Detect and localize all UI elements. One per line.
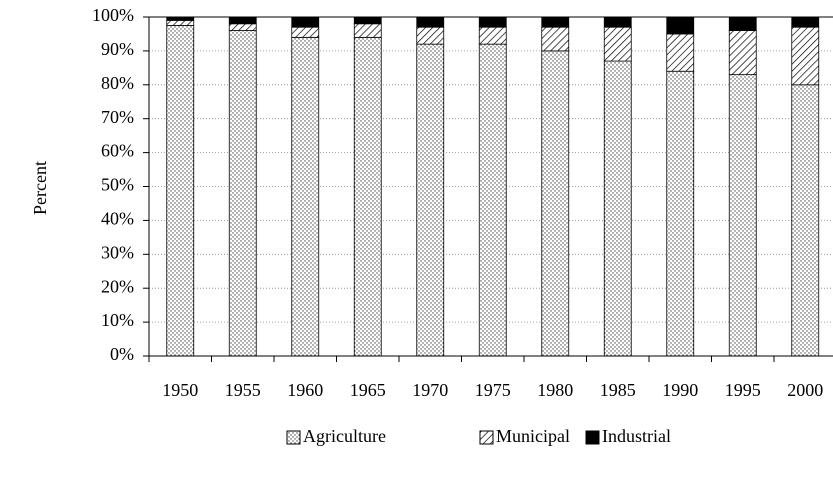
bar-segment [603,60,632,357]
bar-segment [416,26,445,45]
y-tick-label: 70% [101,107,134,127]
bar-segment [666,33,695,72]
x-tick-label: 1970 [412,380,448,400]
bar-segment [728,74,757,357]
y-tick-label: 20% [101,276,134,296]
legend-swatch [585,430,600,445]
y-tick-label: 10% [101,310,134,330]
bar-segment [291,16,320,28]
bar-segment [228,30,257,357]
bar-segment [291,26,320,38]
y-tick-label: 60% [101,141,134,161]
x-tick-label: 1995 [725,380,761,400]
bar-segment [353,36,382,357]
bar-segment [728,16,757,31]
y-axis-label: Percent [30,161,50,215]
bar-segment [541,26,570,52]
y-tick-label: 80% [101,73,134,93]
x-tick-label: 1965 [350,380,386,400]
bar-segment [166,25,195,357]
x-tick-label: 1980 [537,380,573,400]
legend-swatch [479,430,494,445]
legend-label: Municipal [496,426,570,446]
x-tick-label: 1990 [662,380,698,400]
bar-segment [166,16,195,21]
y-tick-label: 40% [101,209,134,229]
bar-segment [478,26,507,45]
bar-segment [416,43,445,357]
y-tick-label: 90% [101,39,134,59]
bar-segment [666,16,695,35]
bar-segment [791,16,820,28]
bar-segment [478,16,507,28]
legend-swatch [286,430,301,445]
bar-segment [228,23,257,31]
bar-segment [728,30,757,76]
x-tick-label: 1975 [475,380,511,400]
bar-segment [416,16,445,28]
y-tick-label: 50% [101,175,134,195]
bar-segment [666,70,695,357]
bar-segment [603,26,632,62]
bar-segment [541,16,570,28]
x-tick-label: 2000 [787,380,823,400]
bar-segment [603,16,632,28]
legend-label: Agriculture [303,426,386,446]
y-tick-label: 100% [92,5,134,25]
bar-segment [166,19,195,26]
bar-segment [791,26,820,86]
y-tick-label: 30% [101,242,134,262]
bar-segment [228,16,257,25]
y-tick-label: 0% [110,344,134,364]
x-tick-label: 1950 [162,380,198,400]
bar-segment [541,50,570,357]
x-tick-label: 1985 [600,380,636,400]
bar-segment [478,43,507,357]
bar-segment [291,36,320,357]
bar-segment [353,23,382,38]
x-tick-label: 1955 [225,380,261,400]
bar-segment [353,16,382,25]
bar-segment [791,84,820,357]
x-tick-label: 1960 [287,380,323,400]
legend-label: Industrial [602,426,671,446]
